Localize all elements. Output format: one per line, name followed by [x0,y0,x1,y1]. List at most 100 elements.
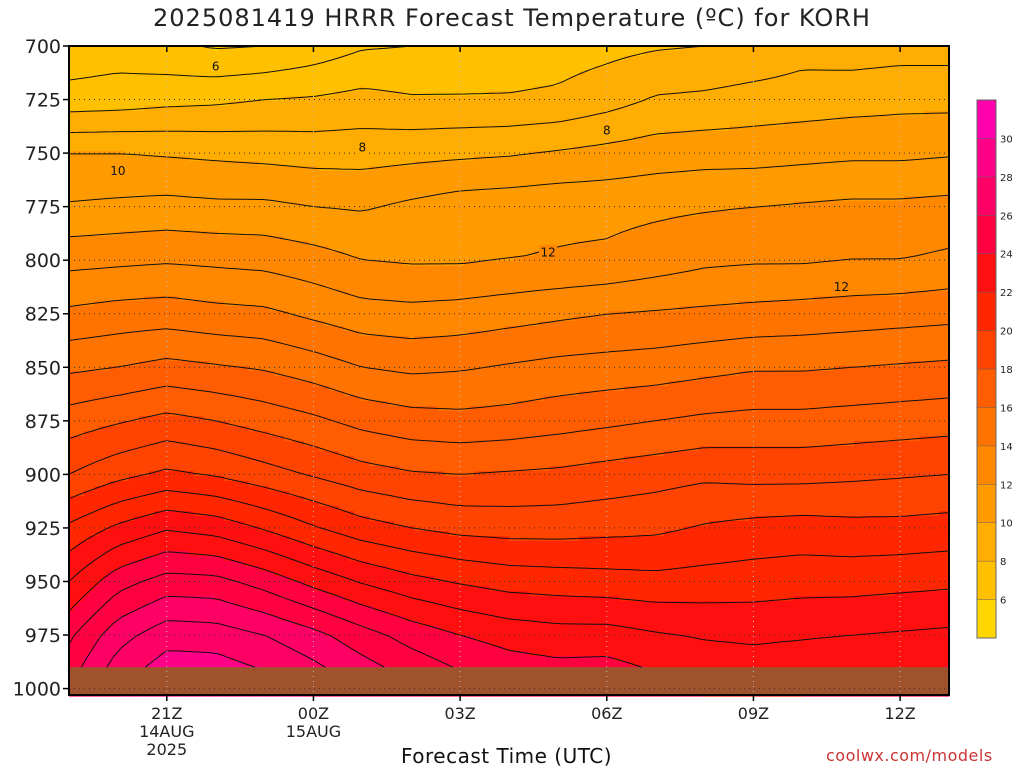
field-cell [119,431,125,437]
field-cell [109,601,115,607]
field-cell [229,286,235,292]
field-cell [124,661,130,667]
field-cell [229,261,235,267]
field-cell [219,211,225,217]
field-cell [74,306,80,312]
field-cell [129,431,135,437]
field-cell [154,606,160,612]
field-cell [179,51,185,57]
field-cell [199,476,205,482]
field-cell [189,526,195,532]
field-cell [179,76,185,82]
field-cell [169,621,175,627]
field-cell [74,381,80,387]
field-cell [169,221,175,227]
field-cell [99,421,105,427]
field-cell [129,451,135,457]
field-cell [109,651,115,657]
field-cell [104,486,110,492]
field-cell [154,506,160,512]
field-cell [109,86,115,92]
field-cell [224,466,230,472]
field-cell [119,336,125,342]
field-cell [179,526,185,532]
field-cell [99,181,105,187]
field-cell [204,431,210,437]
field-cell [114,66,120,72]
field-cell [179,161,185,167]
field-cell [204,306,210,312]
field-cell [114,426,120,432]
field-cell [134,316,140,322]
field-cell [109,486,115,492]
field-cell [199,466,205,472]
field-cell [99,316,105,322]
field-cell [204,166,210,172]
field-cell [194,136,200,142]
field-cell [99,171,105,177]
field-cell [194,466,200,472]
field-cell [139,456,145,462]
field-cell [144,356,150,362]
field-cell [124,656,130,662]
field-cell [174,251,180,257]
field-cell [199,566,205,572]
field-cell [74,351,80,357]
field-cell [134,141,140,147]
field-cell [229,436,235,442]
field-cell [154,586,160,592]
field-cell [94,491,100,497]
field-cell [154,81,160,87]
field-cell [119,356,125,362]
field-cell [224,551,230,557]
field-cell [84,71,90,77]
field-cell [149,246,155,252]
field-cell [199,51,205,57]
field-cell [169,431,175,437]
field-cell [89,571,95,577]
field-cell [189,616,195,622]
field-cell [219,371,225,377]
field-cell [224,266,230,272]
field-cell [89,306,95,312]
field-cell [119,251,125,257]
field-cell [129,376,135,382]
field-cell [169,521,175,527]
field-cell [84,421,90,427]
field-cell [214,396,220,402]
field-cell [219,281,225,287]
field-cell [144,411,150,417]
field-cell [114,576,120,582]
field-cell [129,161,135,167]
field-cell [139,61,145,67]
field-cell [199,481,205,487]
field-cell [169,446,175,452]
field-cell [149,91,155,97]
field-cell [79,271,85,277]
field-cell [199,661,205,667]
field-cell [114,526,120,532]
field-cell [129,506,135,512]
field-cell [189,396,195,402]
field-cell [184,56,190,62]
field-cell [144,521,150,527]
field-cell [179,506,185,512]
field-cell [179,61,185,67]
field-cell [184,431,190,437]
field-cell [179,301,185,307]
field-cell [134,426,140,432]
field-cell [159,521,165,527]
field-cell [119,631,125,637]
field-cell [189,406,195,412]
field-cell [169,496,175,502]
field-cell [159,321,165,327]
field-cell [119,506,125,512]
field-cell [89,526,95,532]
field-cell [119,96,125,102]
field-cell [224,246,230,252]
field-cell [179,96,185,102]
field-cell [129,521,135,527]
field-cell [124,321,130,327]
field-cell [209,476,215,482]
field-cell [129,256,135,262]
